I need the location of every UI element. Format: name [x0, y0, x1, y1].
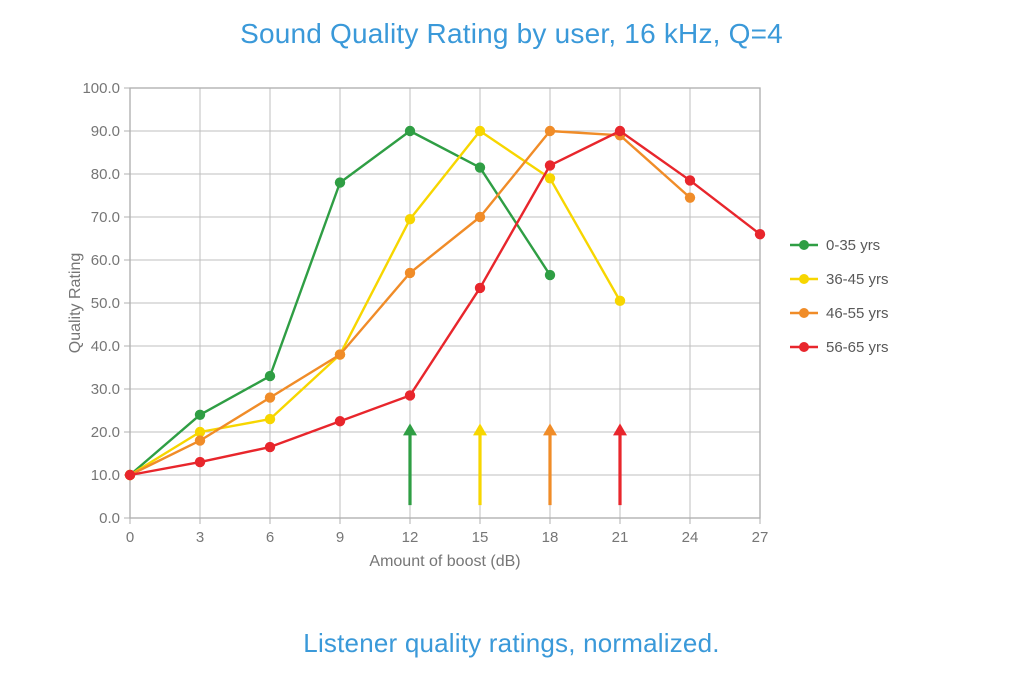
series-marker	[615, 126, 625, 136]
caption: Listener quality ratings, normalized.	[0, 628, 1023, 659]
legend-item: 0-35 yrs	[790, 237, 880, 254]
y-tick-label: 70.0	[91, 209, 120, 226]
x-tick-label: 24	[682, 529, 699, 546]
series-marker	[405, 214, 415, 224]
series-marker	[265, 442, 275, 452]
y-tick-label: 40.0	[91, 338, 120, 355]
series-marker	[545, 126, 555, 136]
series-marker	[405, 268, 415, 278]
series-marker	[685, 192, 695, 202]
x-tick-label: 0	[126, 529, 134, 546]
legend-label: 56-65 yrs	[826, 339, 889, 356]
series-marker	[265, 392, 275, 402]
page-title: Sound Quality Rating by user, 16 kHz, Q=…	[0, 0, 1023, 50]
legend-label: 46-55 yrs	[826, 305, 889, 322]
y-tick-label: 100.0	[82, 80, 120, 97]
y-tick-label: 60.0	[91, 252, 120, 269]
series-marker	[475, 283, 485, 293]
x-tick-label: 21	[612, 529, 629, 546]
y-tick-label: 50.0	[91, 295, 120, 312]
series-marker	[545, 160, 555, 170]
legend-item: 36-45 yrs	[790, 271, 889, 288]
y-tick-label: 30.0	[91, 381, 120, 398]
legend-label: 36-45 yrs	[826, 271, 889, 288]
series-marker	[335, 177, 345, 187]
series-marker	[195, 457, 205, 467]
series-marker	[335, 349, 345, 359]
series-marker	[265, 371, 275, 381]
x-axis-label: Amount of boost (dB)	[369, 553, 520, 570]
chart-container: 0.0 10.0 20.0 30.0 40.0 50.0 60.0 70.0 80.0 90.0 1…	[60, 78, 960, 598]
x-tick-label: 18	[542, 529, 559, 546]
y-tick-label: 20.0	[91, 424, 120, 441]
series-marker	[545, 173, 555, 183]
series-marker	[195, 435, 205, 445]
y-tick-label: 10.0	[91, 467, 120, 484]
quality-rating-chart: 0.0 10.0 20.0 30.0 40.0 50.0 60.0 70.0 80.0 90.0 1…	[60, 78, 960, 598]
x-tick-label: 9	[336, 529, 344, 546]
series-marker	[475, 212, 485, 222]
series-marker	[755, 229, 765, 239]
legend-item: 56-65 yrs	[790, 339, 889, 356]
series-marker	[475, 126, 485, 136]
x-tick-label: 12	[402, 529, 419, 546]
series-marker	[545, 270, 555, 280]
x-tick-label: 15	[472, 529, 489, 546]
series-marker	[265, 414, 275, 424]
x-tick-label: 3	[196, 529, 204, 546]
series-marker	[335, 416, 345, 426]
y-axis-label: Quality Rating	[67, 253, 84, 354]
series-marker	[405, 390, 415, 400]
series-marker	[475, 162, 485, 172]
series-marker	[405, 126, 415, 136]
series-marker	[615, 296, 625, 306]
legend-label: 0-35 yrs	[826, 237, 880, 254]
series-marker	[195, 410, 205, 420]
series-marker	[685, 175, 695, 185]
y-tick-label: 80.0	[91, 166, 120, 183]
y-tick-label: 0.0	[99, 510, 120, 527]
series-marker	[125, 470, 135, 480]
x-tick-label: 27	[752, 529, 769, 546]
legend-item: 46-55 yrs	[790, 305, 889, 322]
y-tick-label: 90.0	[91, 123, 120, 140]
x-tick-label: 6	[266, 529, 274, 546]
